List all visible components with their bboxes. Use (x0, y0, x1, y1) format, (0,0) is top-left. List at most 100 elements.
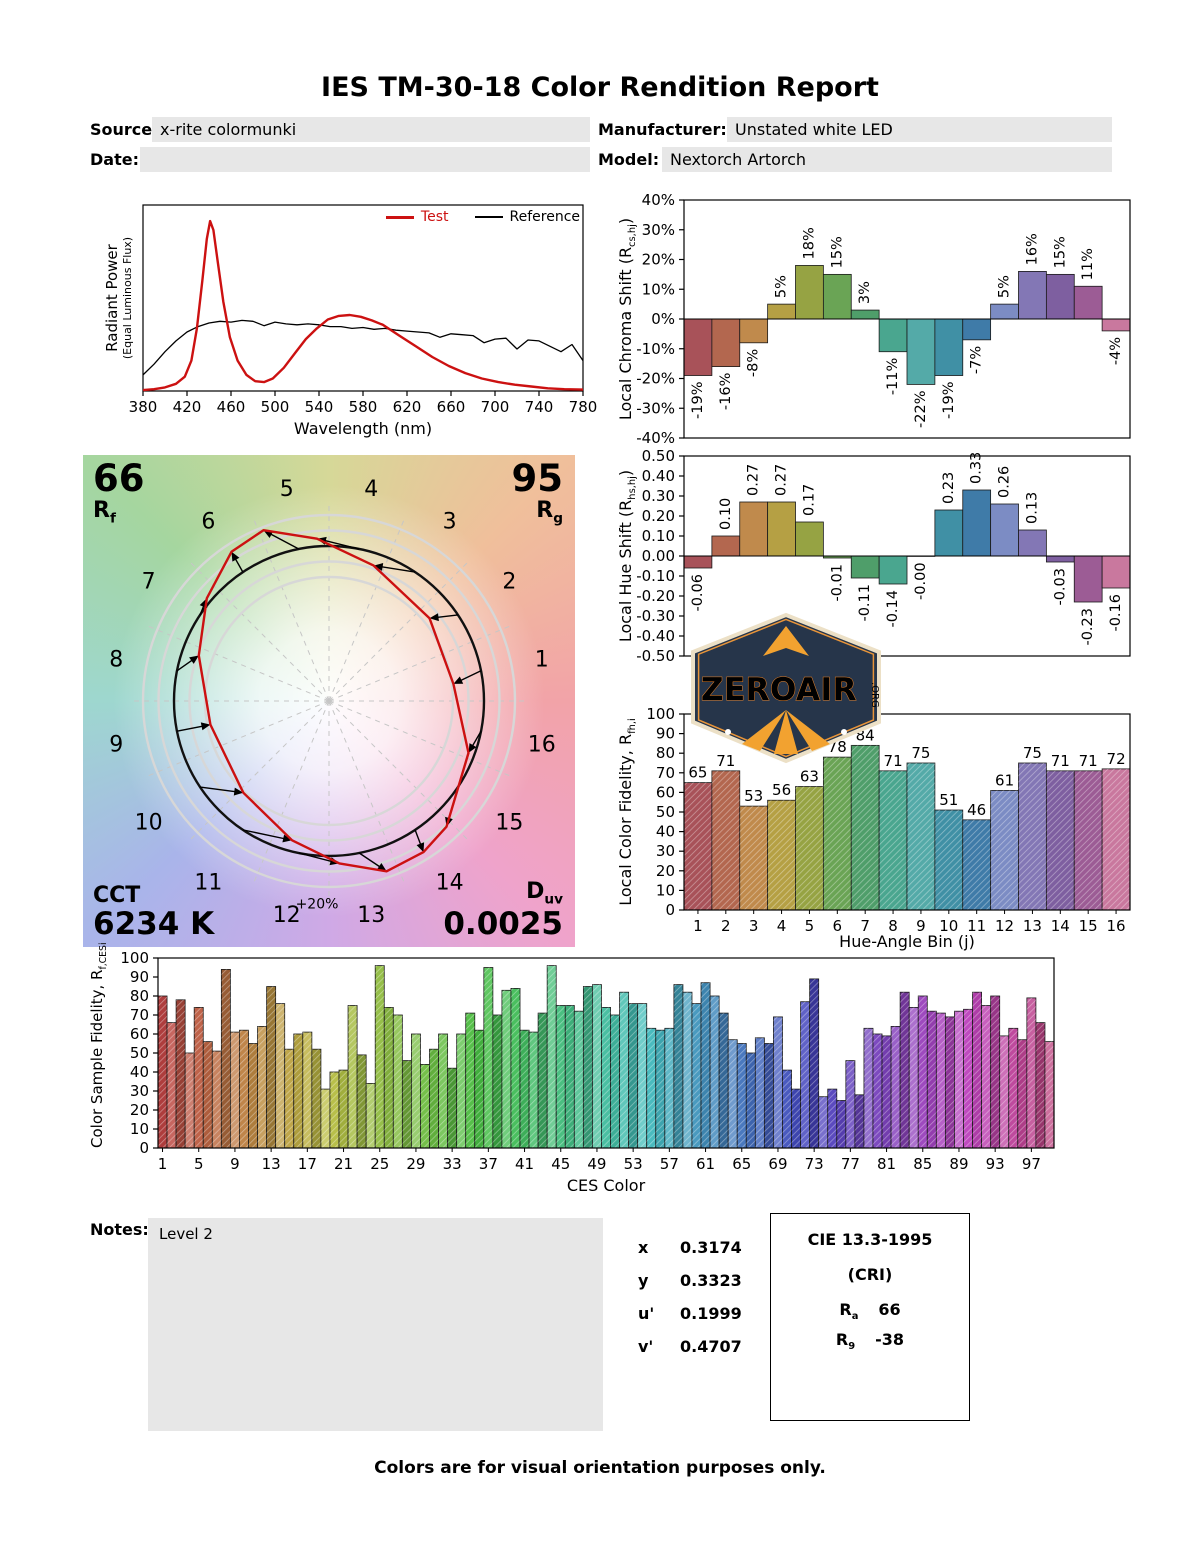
cie-title: CIE 13.3-1995 (807, 1230, 933, 1249)
svg-text:780: 780 (569, 398, 598, 416)
svg-text:0.13: 0.13 (1024, 492, 1040, 524)
chromaticity-row-x: x 0.3174 (638, 1238, 742, 1257)
svg-text:7: 7 (142, 569, 156, 594)
svg-text:-10%: -10% (636, 340, 675, 358)
manufacturer-field: Unstated white LED (727, 117, 1112, 142)
svg-text:53: 53 (744, 787, 763, 805)
svg-text:-19%: -19% (941, 382, 957, 419)
svg-text:30: 30 (130, 1082, 149, 1100)
svg-text:-7%: -7% (969, 346, 985, 374)
svg-text:9: 9 (109, 732, 123, 757)
svg-text:90: 90 (130, 968, 149, 986)
svg-text:0.10: 0.10 (642, 527, 675, 545)
local-chroma-shift-chart: 40% 30% 20% 10% 0% -10% -20% -30% -40% -19% -16% -8… (612, 188, 1140, 454)
svg-text:-0.06: -0.06 (690, 574, 706, 612)
svg-text:9: 9 (916, 917, 926, 935)
svg-text:71: 71 (716, 752, 735, 770)
svg-text:11: 11 (967, 917, 986, 935)
svg-text:-0.30: -0.30 (636, 607, 675, 625)
svg-text:10: 10 (656, 881, 675, 899)
svg-text:1: 1 (535, 648, 549, 673)
zeroair-badge-icon: ZEROAIR .ORG (691, 612, 881, 764)
svg-text:5%: 5% (774, 275, 790, 298)
svg-text:5: 5 (280, 477, 294, 502)
svg-text:0.26: 0.26 (997, 466, 1013, 498)
svg-text:60: 60 (656, 783, 675, 801)
rg-score: 95 Rg (511, 457, 564, 527)
zeroair-watermark-logo: ZEROAIR .ORG (676, 612, 896, 764)
svg-text:4: 4 (777, 917, 787, 935)
svg-text:3: 3 (749, 917, 759, 935)
svg-text:0.20: 0.20 (642, 507, 675, 525)
r9-row: R9 -38 (835, 1330, 905, 1353)
svg-text:72: 72 (1107, 750, 1126, 768)
svg-text:90: 90 (656, 725, 675, 743)
svg-text:3%: 3% (857, 281, 873, 304)
notes-field: Level 2 (148, 1218, 603, 1431)
svg-text:-19%: -19% (690, 382, 706, 419)
spd-legend: Test Reference (385, 209, 580, 225)
svg-text:71: 71 (1079, 752, 1098, 770)
svg-text:60: 60 (130, 1025, 149, 1043)
svg-text:15: 15 (495, 811, 523, 836)
svg-text:-20%: -20% (636, 370, 675, 388)
local-fidelity-y-axis-label: Local Color Fidelity, Rfh,i (616, 718, 639, 906)
svg-text:-0.50: -0.50 (636, 647, 675, 665)
svg-text:16%: 16% (1024, 233, 1040, 265)
svg-text:69: 69 (768, 1155, 787, 1173)
svg-text:10: 10 (130, 1120, 149, 1138)
svg-text:500: 500 (261, 398, 290, 416)
svg-text:-0.14: -0.14 (885, 590, 901, 628)
svg-text:9: 9 (230, 1155, 240, 1173)
svg-text:+20%: +20% (296, 897, 339, 913)
svg-text:50: 50 (656, 803, 675, 821)
svg-text:10%: 10% (642, 280, 675, 298)
svg-text:540: 540 (305, 398, 334, 416)
spectral-power-distribution-chart: 380 420 460 500 540 580 620 660 700 740 780 Radian… (95, 193, 600, 449)
svg-text:0.50: 0.50 (642, 448, 675, 465)
svg-text:2: 2 (721, 917, 731, 935)
svg-text:420: 420 (173, 398, 202, 416)
svg-text:0.33: 0.33 (969, 452, 985, 484)
svg-text:0.17: 0.17 (801, 484, 817, 516)
spd-plot: 380 420 460 500 540 580 620 660 700 740 780 (129, 204, 598, 416)
date-label: Date: (90, 150, 139, 169)
svg-text:71: 71 (884, 752, 903, 770)
logo-rays-icon (742, 710, 830, 754)
cie-cri-box: CIE 13.3-1995 (CRI) Ra 66 R9 -38 (770, 1213, 970, 1421)
svg-text:11: 11 (194, 870, 222, 895)
local-color-fidelity-chart: 100 90 80 70 60 50 40 30 20 10 0 65 71 53 56 63 78 84 71 75… (612, 698, 1140, 960)
svg-text:1: 1 (693, 917, 703, 935)
svg-text:-0.16: -0.16 (1108, 594, 1124, 632)
svg-text:8: 8 (888, 917, 898, 935)
svg-text:1: 1 (158, 1155, 168, 1173)
duv-value: Duv 0.0025 (443, 879, 563, 942)
svg-text:12: 12 (273, 903, 301, 928)
local-fidelity-x-axis-label: Hue-Angle Bin (j) (839, 932, 975, 951)
svg-text:73: 73 (805, 1155, 824, 1173)
hue-shift-plot: 0.500.400.300.200.100.00-0.10-0.20-0.30-… (636, 448, 1131, 665)
svg-text:0: 0 (139, 1139, 149, 1157)
svg-text:15%: 15% (1052, 236, 1068, 268)
svg-text:10: 10 (135, 811, 163, 836)
legend-test: Test (385, 209, 449, 225)
svg-text:0.23: 0.23 (941, 472, 957, 504)
svg-text:81: 81 (877, 1155, 896, 1173)
test-line-icon (385, 215, 414, 219)
footer-disclaimer: Colors are for visual orientation purpos… (374, 1458, 826, 1478)
manufacturer-label: Manufacturer: (598, 120, 727, 139)
svg-text:41: 41 (515, 1155, 534, 1173)
page-title: IES TM-30-18 Color Rendition Report (321, 72, 879, 103)
svg-text:18%: 18% (801, 227, 817, 259)
svg-text:16: 16 (1107, 917, 1126, 935)
svg-text:-30%: -30% (636, 399, 675, 417)
svg-text:0.10: 0.10 (718, 498, 734, 530)
svg-text:0.00: 0.00 (642, 547, 675, 565)
svg-text:61: 61 (995, 771, 1014, 789)
svg-text:-0.03: -0.03 (1052, 568, 1068, 606)
svg-text:15: 15 (1079, 917, 1098, 935)
svg-text:740: 740 (525, 398, 554, 416)
